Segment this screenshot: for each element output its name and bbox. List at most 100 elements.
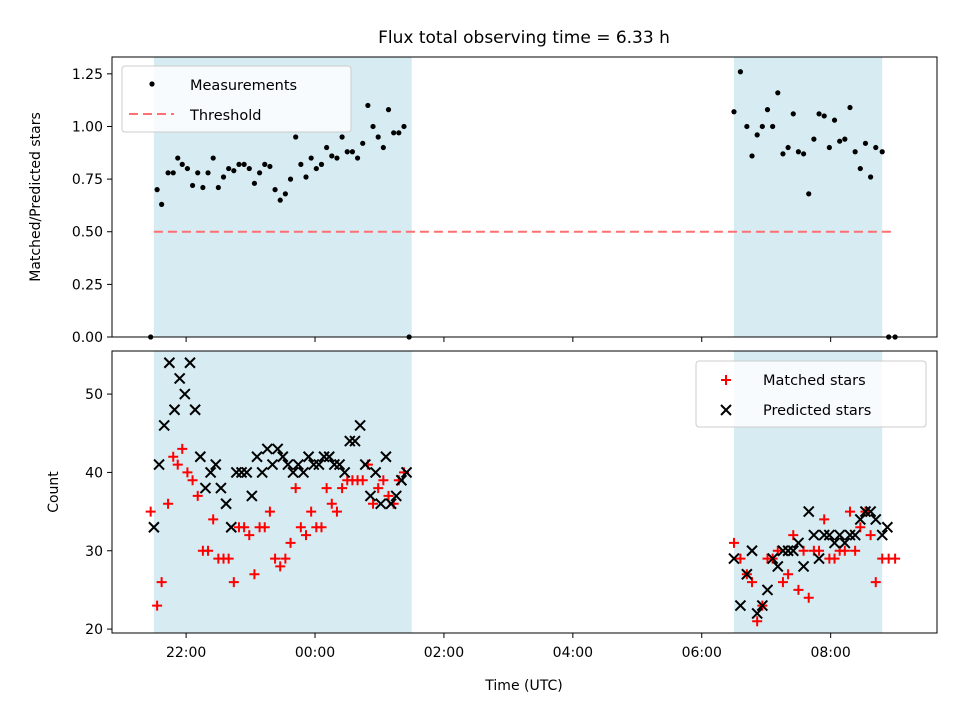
predicted-star-point (400, 466, 413, 479)
predicted-star-point (292, 458, 304, 471)
matched-star-point (728, 537, 739, 548)
top-panel: 0.00 0.25 0.50 0.75 1.00 1.25 Matched/Predict… (28, 56, 938, 346)
matched-star-point (829, 553, 840, 564)
measurement-point (226, 165, 232, 172)
y-tick-label: 30 (85, 544, 103, 560)
x-tick-label: 06:00 (682, 645, 722, 661)
measurement-point (231, 168, 237, 174)
measurement-point (154, 187, 160, 193)
measurement-point (749, 153, 755, 159)
predicted-star-point (823, 529, 836, 541)
x-tick-label: 02:00 (424, 645, 464, 661)
predicted-star-point (359, 458, 372, 471)
x-axis-label: Time (UTC) (484, 678, 562, 694)
bottom-legend-box (695, 360, 927, 428)
top-y-axis-label: Matched/Predicted stars (28, 112, 44, 282)
x-tick-label: 04:00 (553, 645, 593, 661)
predicted-star-point (766, 552, 779, 565)
matched-star-point (373, 483, 384, 494)
predicted-star-point (199, 482, 212, 494)
predicted-star-point (746, 545, 758, 557)
legend-predicted-label: Predicted stars (763, 403, 871, 419)
predicted-star-point (876, 529, 888, 541)
measurement-point (816, 111, 822, 117)
matched-star-point (285, 537, 296, 548)
measurement-point (267, 163, 273, 170)
predicted-star-point (318, 451, 330, 463)
matched-star-point (378, 475, 389, 486)
measurement-point (256, 170, 263, 176)
matched-star-point (187, 475, 198, 486)
predicted-star-point (251, 451, 263, 463)
predicted-star-point (782, 545, 794, 557)
predicted-star-point (839, 537, 851, 549)
y-tick-label: 0.50 (72, 225, 103, 241)
predicted-star-point (194, 451, 207, 463)
measurement-point (349, 149, 356, 155)
predicted-star-point (756, 599, 769, 612)
matched-star-point (793, 584, 804, 595)
matched-star-point (145, 506, 156, 517)
predicted-star-point (787, 545, 799, 557)
measurement-point (313, 165, 319, 172)
predicted-star-point (256, 466, 268, 479)
matched-star-point (337, 483, 348, 494)
matched-star-point (270, 553, 281, 564)
predicted-star-point (189, 404, 201, 416)
matched-star-point (735, 553, 746, 564)
predicted-star-point (364, 490, 377, 502)
y-tick-label: 50 (85, 387, 103, 403)
predicted-star-point (287, 466, 299, 479)
measurement-point (873, 144, 879, 151)
measurement-point (282, 191, 288, 197)
measurement-point (165, 170, 171, 176)
measurement-point (862, 140, 869, 146)
predicted-star-point (741, 568, 753, 580)
matched-star-point (192, 490, 203, 501)
measurement-point (251, 180, 258, 186)
measurement-point (764, 107, 771, 113)
predicted-star-point (158, 419, 170, 432)
measurement-point (831, 117, 838, 123)
top-legend: Measurements Threshold (121, 65, 352, 133)
measurement-point (847, 104, 853, 111)
matched-star-point (249, 569, 260, 580)
predicted-star-point (313, 458, 325, 471)
measurement-point (354, 155, 361, 161)
measurement-point (170, 170, 176, 176)
predicted-star-point (813, 552, 825, 565)
chart-title: Flux total observing time = 6.33 h (378, 28, 670, 48)
measurement-point (785, 144, 791, 151)
bottom-panel-frame (111, 350, 938, 634)
matched-star-point (152, 600, 163, 611)
measurement-point (344, 149, 350, 155)
measurement-point (205, 170, 211, 176)
measurement-point (790, 111, 796, 117)
matched-star-point (182, 467, 193, 478)
predicted-star-point (375, 498, 387, 510)
measurement-point (272, 187, 278, 193)
matched-star-point (301, 530, 312, 541)
measurement-point (868, 174, 874, 180)
matched-star-point (228, 577, 239, 588)
matched-star-point (177, 443, 188, 454)
y-tick-label: 1.00 (72, 119, 103, 135)
predicted-star-point (235, 466, 248, 479)
predicted-star-point (385, 498, 397, 510)
measurement-point (826, 144, 832, 151)
predicted-star-point (302, 451, 315, 463)
measurement-point (800, 151, 807, 157)
matched-star-point (316, 522, 327, 533)
matched-star-point (264, 506, 275, 517)
measurement-point (220, 174, 227, 180)
predicted-star-point (179, 388, 191, 400)
matched-star-point (168, 451, 179, 462)
matched-star-point (368, 498, 379, 509)
matched-star-point (239, 522, 250, 533)
legend-measurements-label: Measurements (190, 78, 297, 94)
measurement-point (324, 144, 330, 151)
predicted-star-point (308, 458, 320, 471)
measurement-point (159, 201, 165, 207)
legend-matched-label: Matched stars (763, 373, 866, 389)
matched-star-point (280, 553, 291, 564)
